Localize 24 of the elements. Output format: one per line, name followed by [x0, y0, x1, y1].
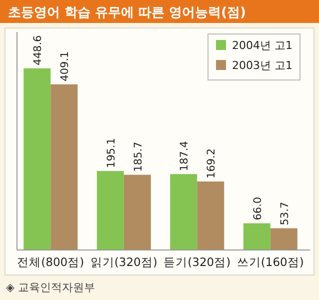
- bar: [124, 174, 151, 250]
- data-label: 53.7: [278, 202, 291, 226]
- bar: [270, 228, 298, 250]
- chart-title: 초등영어 학습 유무에 따른 영어능력(점): [8, 6, 246, 20]
- x-tick-label: 전체(800점): [17, 255, 84, 269]
- data-label: 409.1: [59, 51, 72, 82]
- data-label: 169.2: [206, 148, 218, 178]
- legend-label: 2003년 고1: [232, 59, 292, 72]
- data-label: 185.7: [132, 142, 144, 172]
- x-tick-label: 읽기(320점): [90, 255, 158, 269]
- bar: [24, 68, 51, 250]
- text: ◈ 교육인적자원부: [6, 281, 95, 294]
- data-label: 66.0: [252, 196, 264, 220]
- data-label: 448.6: [32, 34, 44, 66]
- bar: [170, 174, 198, 250]
- bar: [197, 181, 224, 250]
- data-label: 187.4: [178, 140, 191, 172]
- data-label: 195.1: [105, 138, 118, 168]
- bar: [243, 223, 270, 250]
- x-tick-label: 듣기(320점): [164, 255, 231, 269]
- x-tick-label: 쓰기(160점): [236, 255, 304, 269]
- bar: [96, 170, 124, 250]
- legend-label: 2004년 고1: [232, 39, 292, 52]
- bar: [50, 84, 78, 250]
